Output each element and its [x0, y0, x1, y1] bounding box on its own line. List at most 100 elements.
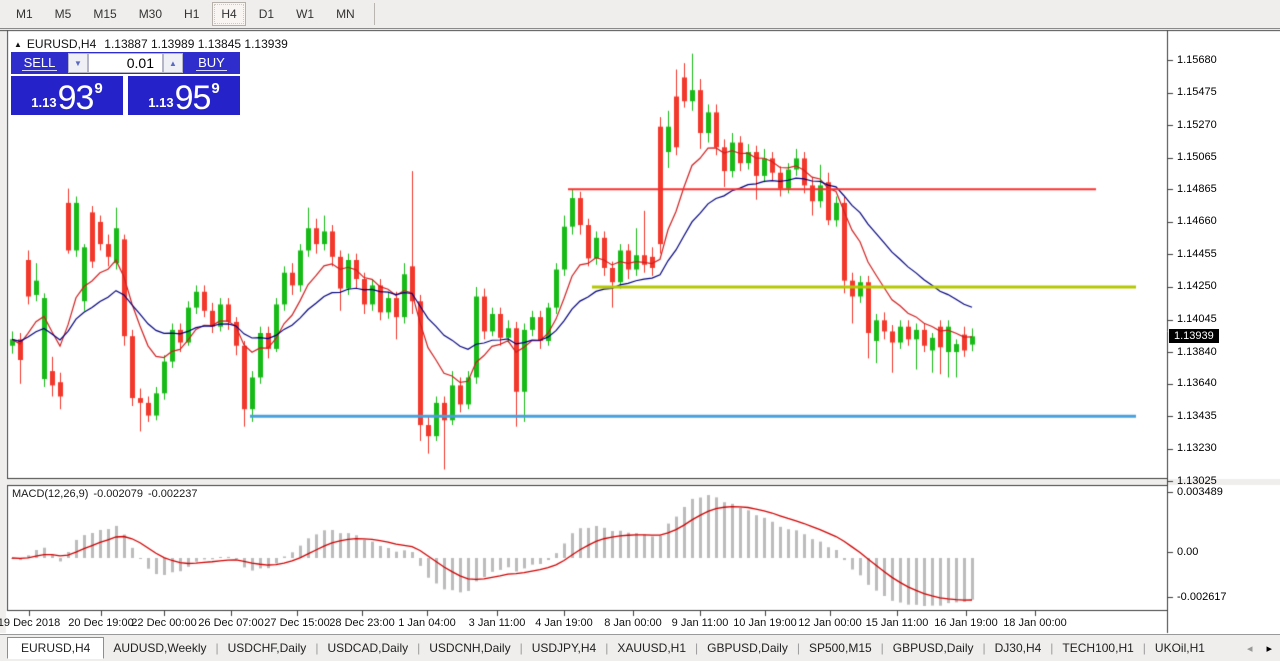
time-axis-tick-label: 8 Jan 00:00	[604, 617, 662, 629]
time-axis-tick-label: 18 Jan 00:00	[1003, 617, 1067, 629]
timeframe-button-m5[interactable]: M5	[54, 7, 72, 21]
time-axis-tick-label: 10 Jan 19:00	[733, 617, 797, 629]
macd-main-value: -0.002079	[93, 488, 143, 500]
trade-price-row: 1.13 93 9 1.13 95 9	[11, 76, 240, 115]
timeframe-button-m1[interactable]: M1	[16, 7, 33, 21]
chevron-down-icon: ▼	[74, 58, 82, 68]
timeframe-button-m15[interactable]: M15	[93, 7, 117, 21]
volume-decrease-button[interactable]: ▼	[68, 53, 88, 73]
sell-price-box[interactable]: 1.13 93 9	[11, 76, 123, 115]
price-axis-tick-label: 1.14455	[1177, 247, 1217, 260]
price-axis-tick-label: 1.13840	[1177, 345, 1217, 358]
buy-price-box[interactable]: 1.13 95 9	[128, 76, 240, 115]
sell-price-prefix: 1.13	[31, 95, 57, 110]
tab-separator: |	[519, 641, 523, 655]
buy-button-label: BUY	[196, 54, 227, 71]
tab-sp500-m15[interactable]: SP500,M15	[808, 641, 872, 655]
tab-separator: |	[695, 641, 699, 655]
tab-ukoil-h1[interactable]: UKOil,H1	[1154, 641, 1205, 655]
tab-separator: |	[605, 641, 609, 655]
volume-input[interactable]: 0.01	[88, 53, 163, 73]
timeframe-button-h4[interactable]: H4	[212, 2, 246, 26]
timeframe-button-mn[interactable]: MN	[336, 7, 355, 21]
time-axis-tick-label: 28 Dec 23:00	[329, 617, 395, 629]
sell-button[interactable]: SELL	[11, 52, 68, 74]
macd-indicator-label: MACD(12,26,9) -0.002079 -0.002237	[12, 488, 203, 500]
tab-audusd-weekly[interactable]: AUDUSD,Weekly	[113, 641, 207, 655]
time-axis-tick-label: 16 Jan 19:00	[934, 617, 998, 629]
time-axis-tick-label: 27 Dec 15:00	[264, 617, 330, 629]
price-axis-tick-label: 1.14250	[1177, 280, 1217, 293]
volume-increase-button[interactable]: ▲	[163, 53, 183, 73]
macd-axis-tick-label: 0.003489	[1177, 486, 1223, 498]
tab-separator: |	[215, 641, 219, 655]
macd-name: MACD(12,26,9)	[12, 488, 89, 500]
trade-top-row: SELL ▼ 0.01 ▲ BUY	[11, 52, 240, 74]
price-axis-tick-label: 1.13640	[1177, 377, 1217, 390]
chart-symbol-label: EURUSD,H4	[26, 37, 97, 51]
time-axis-tick-label: 19 Dec 2018	[0, 617, 61, 629]
buy-price-pip: 9	[211, 80, 220, 97]
price-axis-tick-label: 1.13230	[1177, 442, 1217, 455]
tab-list: EURUSD,H4 AUDUSD,Weekly | USDCHF,Daily | USDC…	[0, 637, 1214, 659]
time-axis-tick-label: 3 Jan 11:00	[468, 617, 526, 629]
timeframe-button-h1[interactable]: H1	[184, 7, 200, 21]
time-axis-tick-label: 22 Dec 00:00	[131, 617, 197, 629]
price-axis-tick-label: 1.15065	[1177, 151, 1217, 164]
current-price-badge: 1.13939	[1169, 329, 1219, 344]
chart-marker-icon: ▲	[14, 40, 22, 49]
timeframe-button-w1[interactable]: W1	[296, 7, 315, 21]
buy-price-prefix: 1.13	[148, 95, 174, 110]
tab-eurusd-h4[interactable]: EURUSD,H4	[7, 637, 105, 659]
sell-button-label: SELL	[21, 54, 58, 71]
macd-axis-tick-label: 0.00	[1177, 546, 1199, 558]
time-axis-tick-label: 20 Dec 19:00	[68, 617, 134, 629]
buy-button[interactable]: BUY	[183, 52, 240, 74]
tab-usdcad-daily[interactable]: USDCAD,Daily	[327, 641, 409, 655]
symbol-tab-bar: EURUSD,H4 AUDUSD,Weekly | USDCHF,Daily | USDC…	[0, 634, 1280, 661]
tab-separator: |	[880, 641, 884, 655]
volume-value: 0.01	[126, 55, 154, 71]
tab-dj30-h4[interactable]: DJ30,H4	[994, 641, 1042, 655]
tab-separator: |	[1050, 641, 1054, 655]
sell-price-big: 93	[57, 79, 95, 118]
price-axis-tick-label: 1.15270	[1177, 118, 1217, 131]
tab-separator: |	[315, 641, 319, 655]
tab-gbpusd-daily[interactable]: GBPUSD,Daily	[707, 641, 788, 655]
time-axis-tick-label: 26 Dec 07:00	[198, 617, 264, 629]
price-axis-tick-label: 1.14865	[1177, 182, 1217, 195]
tab-scroll-left-icon[interactable]: ◂	[1246, 642, 1253, 655]
tab-usdchf-daily[interactable]: USDCHF,Daily	[227, 641, 307, 655]
sell-price-pip: 9	[94, 80, 103, 97]
tab-usdcnh-daily[interactable]: USDCNH,Daily	[429, 641, 511, 655]
tab-xauusd-h1[interactable]: XAUUSD,H1	[617, 641, 687, 655]
tab-tech100-h1[interactable]: TECH100,H1	[1062, 641, 1134, 655]
price-axis-tick-label: 1.14660	[1177, 215, 1217, 228]
one-click-trading-panel: SELL ▼ 0.01 ▲ BUY 1.13 93 9 1.13 95 9	[11, 52, 240, 115]
timeframe-toolbar: M1 M5 M15 M30 H1 H4 D1 W1 MN	[0, 0, 1280, 29]
timeframe-button-d1[interactable]: D1	[258, 7, 275, 21]
tab-separator: |	[417, 641, 421, 655]
timeframe-button-m30[interactable]: M30	[138, 7, 163, 21]
time-axis-tick-label: 4 Jan 19:00	[535, 617, 593, 629]
price-axis-tick-label: 1.13025	[1177, 474, 1217, 487]
tab-scroll-arrows: ◂ ▸	[1247, 642, 1280, 655]
chart-ohlc-values: 1.13887 1.13989 1.13845 1.13939	[104, 37, 288, 51]
time-axis-tick-label: 1 Jan 04:00	[398, 617, 456, 629]
tab-separator: |	[1142, 641, 1146, 655]
time-axis-tick-label: 9 Jan 11:00	[671, 617, 729, 629]
time-axis-tick-label: 15 Jan 11:00	[865, 617, 929, 629]
tab-gbpusd-daily[interactable]: GBPUSD,Daily	[892, 641, 974, 655]
tab-usdjpy-h4[interactable]: USDJPY,H4	[531, 641, 597, 655]
price-axis-tick-label: 1.15680	[1177, 53, 1217, 66]
price-axis-tick-label: 1.13435	[1177, 409, 1217, 422]
tab-scroll-right-icon[interactable]: ▸	[1266, 642, 1272, 655]
price-axis-tick-label: 1.14045	[1177, 313, 1217, 326]
price-axis-tick-label: 1.15475	[1177, 86, 1217, 99]
tab-separator: |	[796, 641, 800, 655]
macd-axis-tick-label: -0.002617	[1177, 591, 1227, 603]
macd-signal-value: -0.002237	[147, 488, 198, 500]
tab-separator: |	[982, 641, 986, 655]
buy-price-big: 95	[174, 79, 212, 118]
